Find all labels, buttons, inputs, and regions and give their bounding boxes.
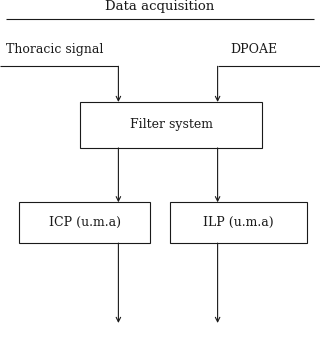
- FancyBboxPatch shape: [80, 102, 262, 148]
- Text: ILP (u.m.a): ILP (u.m.a): [203, 216, 274, 229]
- FancyBboxPatch shape: [19, 202, 150, 243]
- Text: DPOAE: DPOAE: [230, 43, 277, 56]
- Text: ICP (u.m.a): ICP (u.m.a): [49, 216, 121, 229]
- Text: Filter system: Filter system: [130, 118, 213, 132]
- FancyBboxPatch shape: [170, 202, 307, 243]
- Text: Thoracic signal: Thoracic signal: [6, 43, 104, 56]
- Text: Data acquisition: Data acquisition: [105, 0, 215, 13]
